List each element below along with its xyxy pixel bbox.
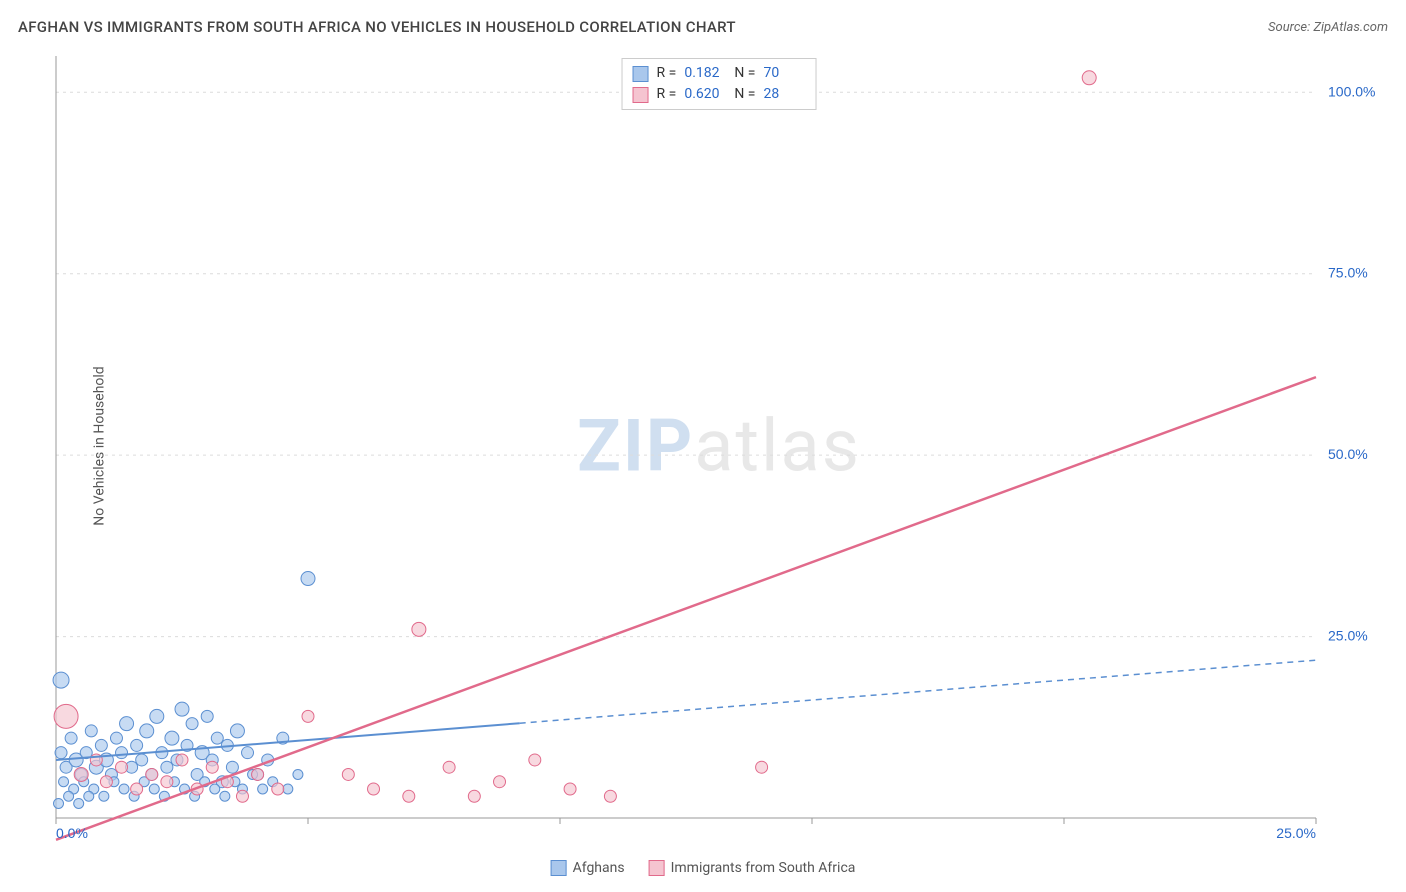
chart-title: AFGHAN VS IMMIGRANTS FROM SOUTH AFRICA N…: [18, 18, 736, 36]
scatter-plot: 25.0% 50.0% 75.0% 100.0% 0.0% 25.0%: [50, 50, 1388, 842]
swatch-sa: [633, 87, 649, 103]
svg-text:50.0%: 50.0%: [1328, 446, 1368, 462]
svg-text:100.0%: 100.0%: [1328, 83, 1375, 99]
bottom-legend: Afghans Immigrants from South Africa: [551, 860, 856, 876]
stats-row-afghans: R = 0.182 N = 70: [633, 63, 806, 84]
source-attribution: Source: ZipAtlas.com: [1268, 20, 1388, 35]
svg-text:25.0%: 25.0%: [1276, 825, 1316, 841]
legend-item-afghans: Afghans: [551, 860, 625, 876]
svg-text:75.0%: 75.0%: [1328, 265, 1368, 281]
chart-area: No Vehicles in Household ZIPatlas R = 0.…: [50, 50, 1388, 842]
stats-row-sa: R = 0.620 N = 28: [633, 84, 806, 105]
legend-swatch-afghans: [551, 860, 567, 876]
stats-box: R = 0.182 N = 70 R = 0.620 N = 28: [622, 58, 817, 110]
svg-text:25.0%: 25.0%: [1328, 628, 1368, 644]
legend-swatch-sa: [649, 860, 665, 876]
swatch-afghans: [633, 66, 649, 82]
legend-item-sa: Immigrants from South Africa: [649, 860, 856, 876]
svg-text:0.0%: 0.0%: [56, 825, 88, 841]
chart-header: AFGHAN VS IMMIGRANTS FROM SOUTH AFRICA N…: [18, 18, 1388, 36]
